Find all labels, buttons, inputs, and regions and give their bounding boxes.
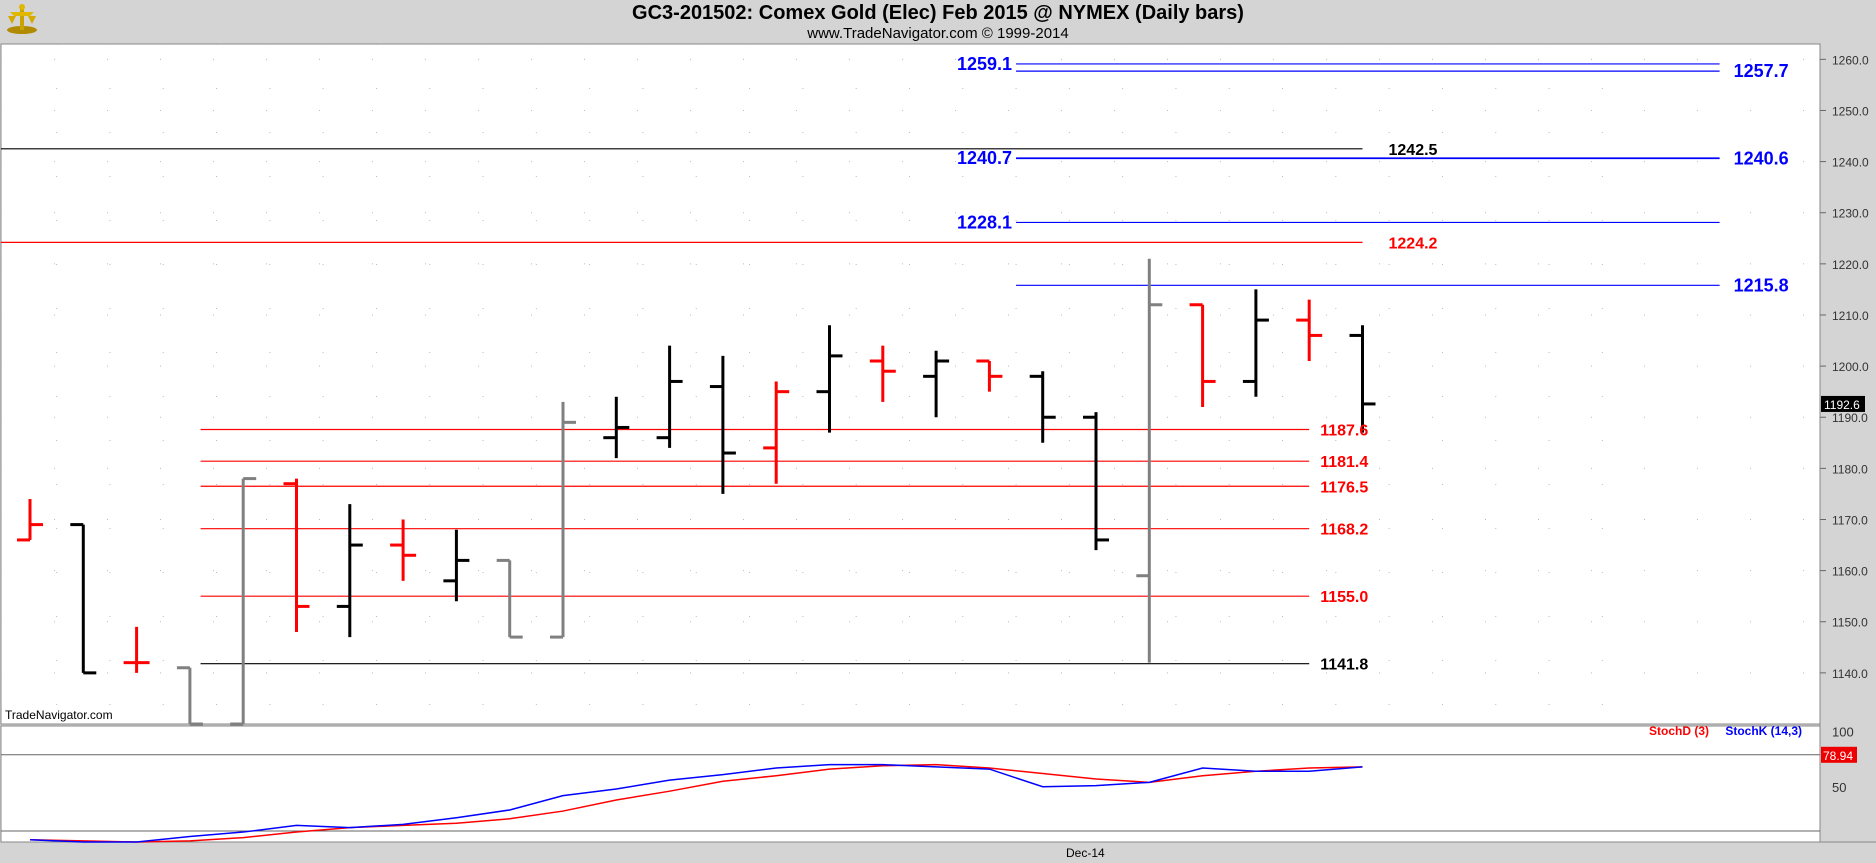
price-tick-label: 1180.0 [1832,462,1868,476]
stoch-last-box [1821,746,1857,763]
trade-navigator-logo-icon [7,4,37,34]
price-tick-label: 1260.0 [1832,53,1869,67]
level-label: 1240.6 [1734,149,1789,169]
last-price-label: 1192.6 [1824,398,1860,412]
level-label: 1181.4 [1320,454,1368,471]
price-tick-label: 1250.0 [1832,104,1869,118]
level-label: 1228.1 [957,212,1012,232]
level-label: 1168.2 [1320,522,1368,539]
chart-title: GC3-201502: Comex Gold (Elec) Feb 2015 @… [632,2,1244,24]
stoch-series-line [29,763,1363,843]
price-tick-label: 1140.0 [1832,667,1868,681]
level-label: 1224.2 [1389,235,1438,252]
last-price-box [1821,395,1865,412]
price-tick-label: 1190.0 [1832,411,1868,425]
legend-stochd: StochD (3) [1649,724,1709,738]
level-label: 1187.6 [1320,423,1368,440]
price-panel [0,43,1821,725]
watermark-text: TradeNavigator.com [5,708,113,722]
stochastic-panel [0,725,1821,843]
level-label: 1141.8 [1320,657,1368,674]
level-label: 1242.5 [1389,142,1438,159]
stoch-tick-label: 100 [1832,725,1854,740]
price-tick-label: 1210.0 [1832,309,1869,323]
stoch-tick-label: 50 [1832,780,1846,795]
price-tick-label: 1230.0 [1832,207,1869,221]
price-tick-label: 1240.0 [1832,156,1869,170]
price-tick-label: 1150.0 [1832,616,1868,630]
chart-header: GC3-201502: Comex Gold (Elec) Feb 2015 @… [0,0,1876,44]
price-tick-label: 1160.0 [1832,565,1868,579]
chart-subtitle: www.TradeNavigator.com © 1999-2014 [807,25,1069,42]
legend-stochk: StochK (14,3) [1725,724,1802,738]
level-label: 1257.7 [1734,61,1789,81]
level-label: 1215.8 [1734,275,1789,295]
x-tick-label: Dec-14 [1066,846,1105,860]
level-label: 1259.1 [957,54,1012,74]
stoch-last-label: 78.94 [1823,749,1853,763]
level-label: 1240.7 [957,148,1012,168]
price-tick-label: 1170.0 [1832,513,1868,527]
price-tick-label: 1220.0 [1832,258,1869,272]
stoch-series-line [29,763,1363,843]
level-label: 1155.0 [1320,589,1368,606]
price-tick-label: 1200.0 [1832,360,1869,374]
level-label: 1176.5 [1320,479,1368,496]
